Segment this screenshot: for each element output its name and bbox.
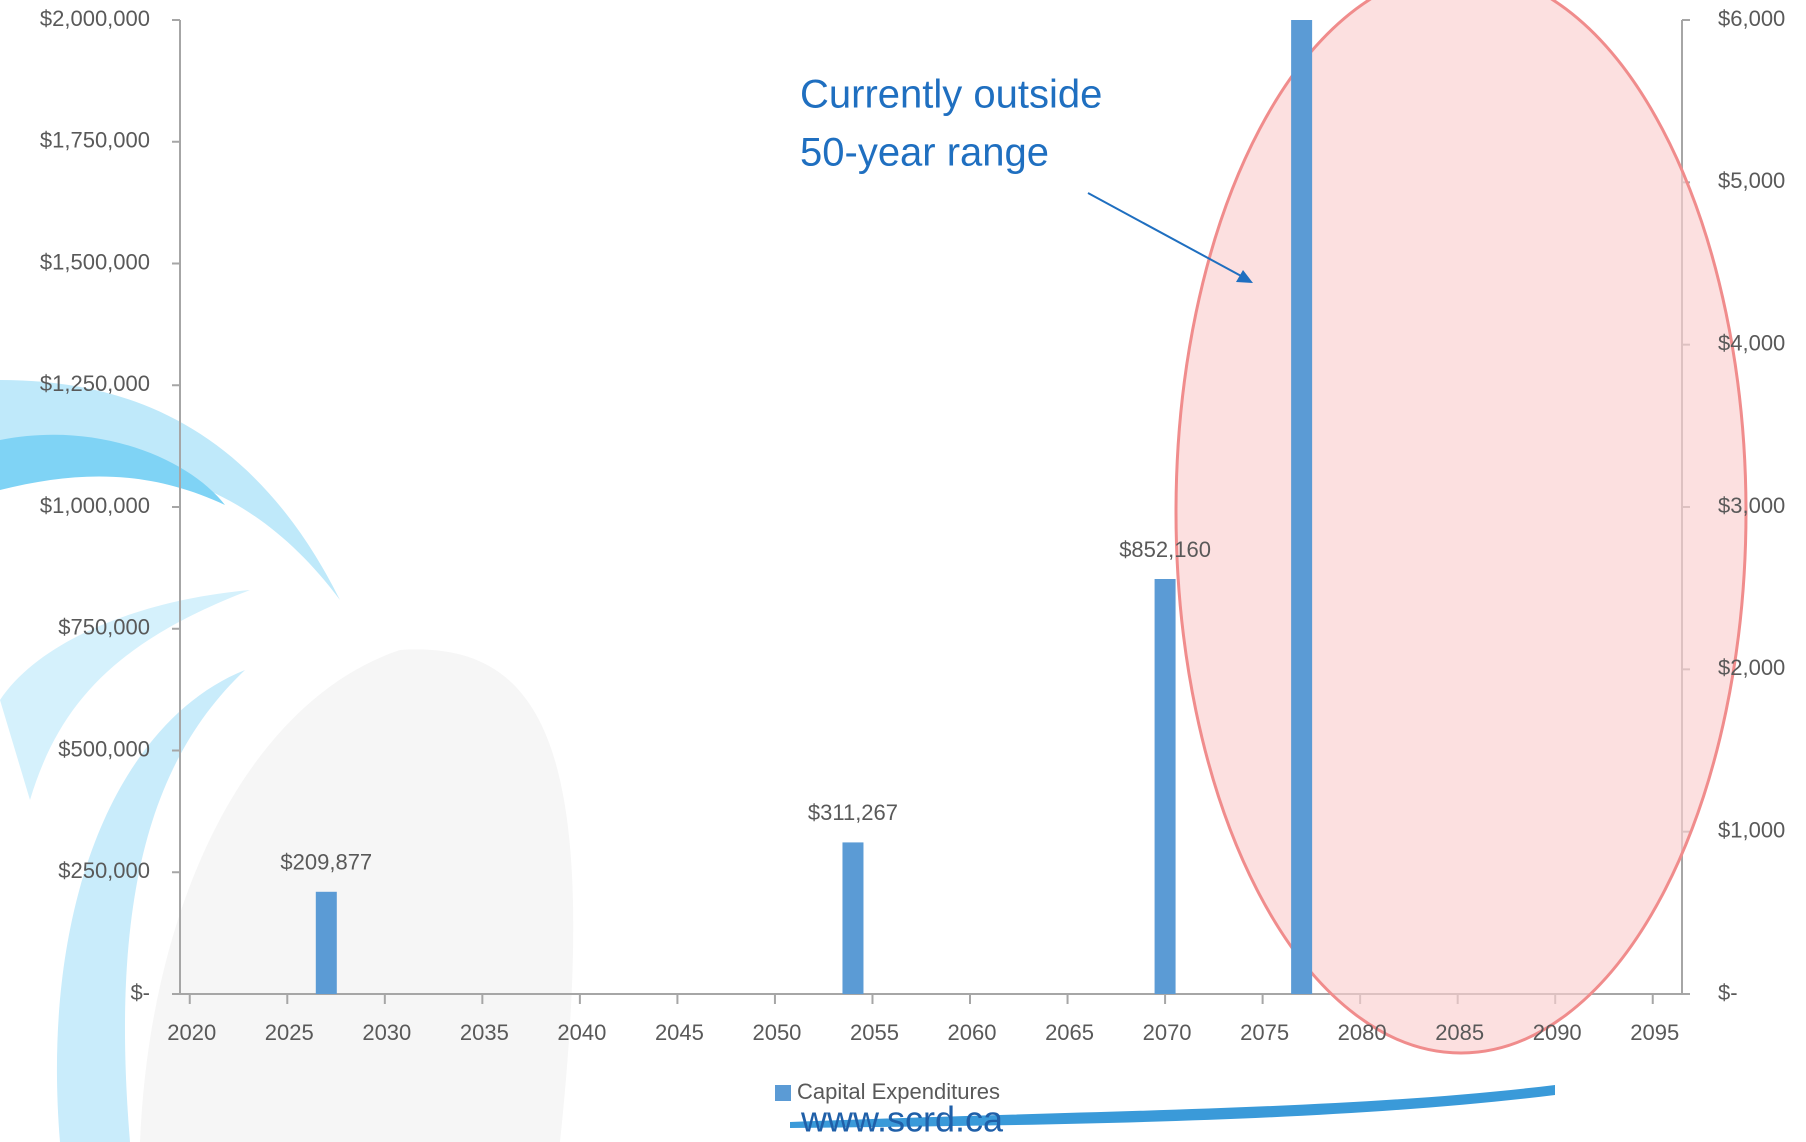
data-label: $311,267 — [808, 800, 898, 825]
y-tick-label: $750,000 — [58, 615, 150, 640]
legend-label: Capital Expenditures — [797, 1079, 1000, 1104]
arrow-head — [1236, 270, 1253, 283]
data-label: $209,877 — [280, 850, 372, 875]
y2-tick-label: $4,000 — [1718, 330, 1785, 355]
legend-swatch — [775, 1085, 791, 1101]
x-tick-label: 2020 — [167, 1020, 216, 1045]
x-tick-label: 2030 — [362, 1020, 411, 1045]
y-tick-label: $1,250,000 — [40, 371, 150, 396]
y-tick-label: $250,000 — [58, 858, 150, 883]
y-tick-label: $500,000 — [58, 736, 150, 761]
x-tick-label: 2055 — [850, 1020, 899, 1045]
x-tick-label: 2065 — [1045, 1020, 1094, 1045]
x-tick-label: 2045 — [655, 1020, 704, 1045]
x-tick-label: 2095 — [1630, 1020, 1679, 1045]
y-tick-label: $2,000,000 — [40, 6, 150, 31]
bar — [1291, 20, 1313, 994]
x-tick-label: 2025 — [265, 1020, 314, 1045]
x-tick-label: 2090 — [1533, 1020, 1582, 1045]
x-tick-label: 2035 — [460, 1020, 509, 1045]
background-swirls — [0, 380, 1555, 1142]
x-tick-label: 2060 — [948, 1020, 997, 1045]
y2-tick-label: $1,000 — [1718, 817, 1785, 842]
annotation: Currently outside — [800, 73, 1102, 117]
bar — [842, 842, 864, 994]
y2-tick-label: $3,000 — [1718, 493, 1785, 518]
footer: www.scrd.ca — [800, 1099, 1004, 1140]
y-tick-label: $1,500,000 — [40, 249, 150, 274]
x-tick-label: 2040 — [557, 1020, 606, 1045]
y2-tick-label: $- — [1718, 980, 1738, 1005]
y-tick-label: $- — [130, 980, 150, 1005]
y2-tick-label: $2,000 — [1718, 655, 1785, 680]
annotation: 50-year range — [800, 131, 1049, 175]
x-tick-label: 2080 — [1338, 1020, 1387, 1045]
x-tick-label: 2075 — [1240, 1020, 1289, 1045]
highlight-ellipse — [1174, 0, 1748, 1055]
bar — [315, 891, 337, 994]
x-tick-label: 2050 — [752, 1020, 801, 1045]
y-tick-label: $1,750,000 — [40, 128, 150, 153]
x-tick-label: 2070 — [1143, 1020, 1192, 1045]
y-tick-label: $1,000,000 — [40, 493, 150, 518]
y2-tick-label: $6,000 — [1718, 6, 1785, 31]
x-tick-label: 2085 — [1435, 1020, 1484, 1045]
bar — [1154, 578, 1176, 994]
y2-tick-label: $5,000 — [1718, 168, 1785, 193]
data-label: $852,160 — [1119, 537, 1211, 562]
annotation-arrow — [1087, 192, 1244, 278]
